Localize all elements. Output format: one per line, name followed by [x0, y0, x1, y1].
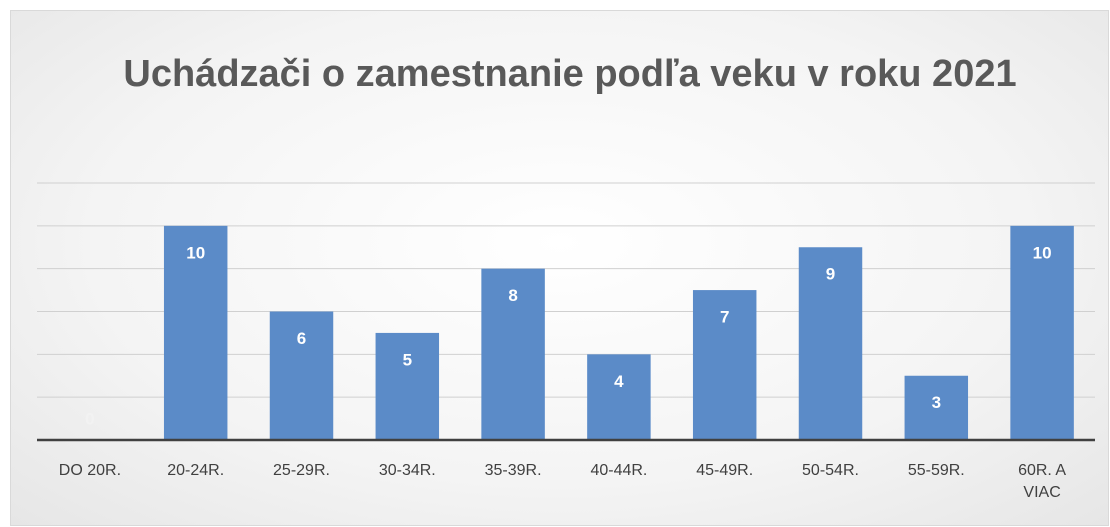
bar	[163, 225, 228, 440]
x-tick-label: 25-29R.	[273, 462, 330, 479]
chart-title: Uchádzači o zamestnanie podľa veku v rok…	[123, 53, 1017, 95]
x-tick-label: 45-49R.	[696, 462, 754, 479]
bar	[375, 332, 440, 440]
bar	[904, 375, 969, 440]
data-label: 9	[826, 265, 835, 284]
data-label: 5	[403, 350, 412, 369]
bar	[481, 268, 545, 440]
data-label: 10	[1033, 243, 1052, 262]
data-label: 8	[508, 286, 517, 305]
x-tick-label: 60R. A VIAC	[1018, 462, 1067, 501]
bar	[587, 354, 651, 440]
x-tick-label: 55-59R.	[907, 462, 965, 479]
data-label: 10	[186, 243, 205, 262]
data-label: 0	[85, 409, 94, 428]
data-label: 3	[932, 393, 941, 412]
data-label: 6	[297, 329, 306, 348]
x-tick-label: 30-34R.	[378, 462, 436, 479]
bar	[692, 290, 757, 440]
data-label: 7	[720, 308, 729, 327]
x-tick-label: 35-39R.	[484, 462, 542, 479]
x-tick-label: 50-54R.	[802, 462, 859, 479]
data-label: 4	[614, 372, 624, 391]
x-tick-label: 40-44R.	[590, 462, 648, 479]
bar	[1010, 225, 1074, 440]
x-tick-label: 20-24R.	[167, 462, 225, 479]
x-tick-label: DO 20R.	[58, 462, 122, 479]
bar	[269, 311, 334, 440]
bar	[798, 247, 863, 440]
